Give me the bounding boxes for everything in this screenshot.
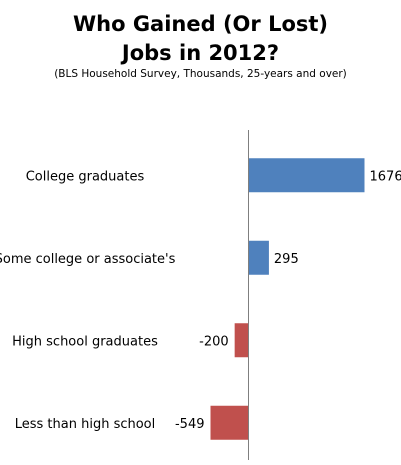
value-label-0: 1676 — [370, 169, 401, 184]
bar-3 — [210, 405, 249, 440]
chart-subtitle: (BLS Household Survey, Thousands, 25-yea… — [54, 68, 347, 80]
category-label-0: College graduates — [26, 169, 145, 184]
chart-title: Who Gained (Or Lost) Jobs in 2012? — [0, 10, 401, 68]
value-label-3: -549 — [175, 417, 205, 432]
value-label-2: -200 — [199, 334, 229, 349]
category-label-3: Less than high school — [15, 417, 156, 432]
value-label-1: 295 — [274, 252, 299, 267]
bar-1 — [248, 240, 269, 275]
bar-0 — [248, 158, 365, 193]
category-label-2: High school graduates — [12, 334, 158, 349]
chart-title-line-1: Who Gained (Or Lost) — [72, 12, 329, 36]
chart-title-line-2: Jobs in 2012? — [121, 41, 280, 65]
category-label-1: Some college or associate's — [0, 252, 176, 267]
bar-2 — [234, 323, 249, 358]
